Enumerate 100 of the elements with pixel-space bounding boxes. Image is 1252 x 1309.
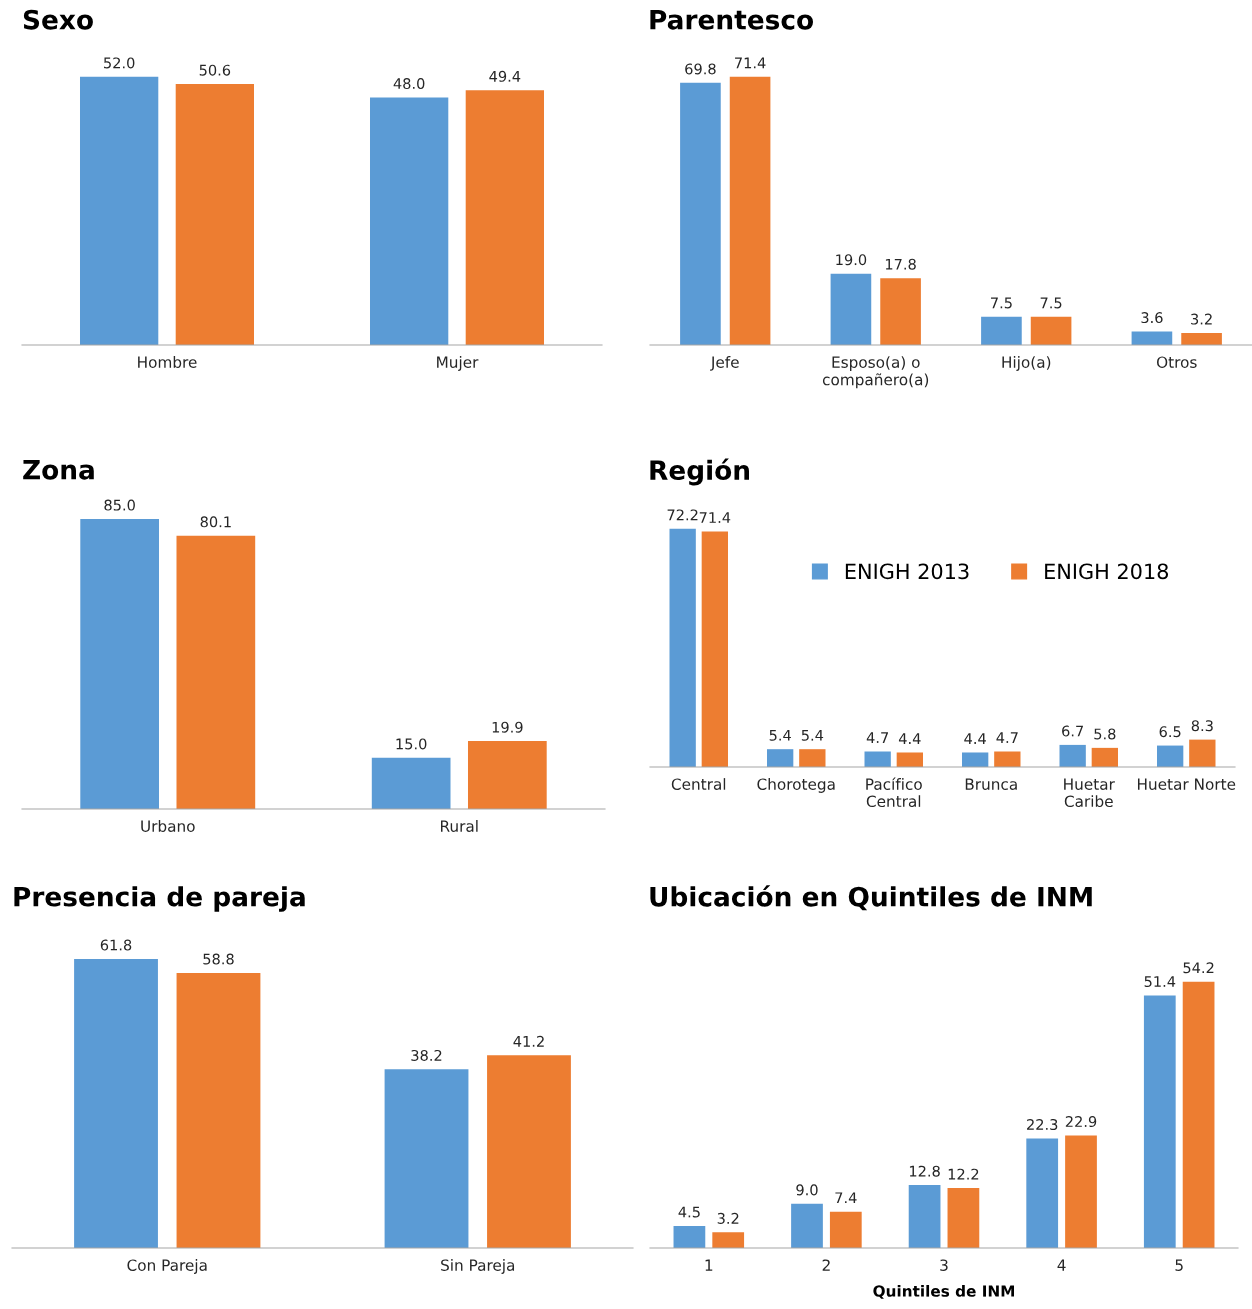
x-axis-title: Quintiles de INM [873, 1285, 1014, 1299]
data-label: 80.1 [200, 516, 231, 528]
x-tick-label: Jefe [710, 356, 739, 371]
chart-title: Zona [23, 460, 94, 480]
data-label: 5.4 [769, 729, 791, 741]
bar [384, 1069, 469, 1248]
data-label: 72.2 [667, 509, 698, 521]
bar [1030, 316, 1072, 345]
bar [467, 741, 547, 809]
data-label: 8.3 [1191, 720, 1213, 732]
bar [896, 752, 923, 767]
bar [830, 273, 872, 345]
data-label: 61.8 [100, 939, 132, 951]
data-label: 12.2 [948, 1168, 979, 1180]
bar [791, 1203, 823, 1248]
data-label: 19.0 [836, 254, 867, 266]
x-tick-label: Urbano [141, 820, 195, 832]
data-label: 58.8 [203, 953, 234, 965]
data-label: 7.5 [1040, 297, 1062, 309]
data-label: 54.2 [1183, 962, 1214, 974]
data-label: 22.3 [1027, 1119, 1058, 1131]
bar [1091, 747, 1118, 767]
chart-title: Ubicación en Quintiles de INM [650, 885, 1092, 911]
bar [994, 751, 1021, 767]
bar [487, 1055, 571, 1248]
bar [1026, 1138, 1059, 1248]
x-tick-label: Chorotega [757, 778, 835, 793]
x-tick-label: 5 [1175, 1259, 1183, 1271]
data-label: 5.8 [1094, 728, 1116, 740]
data-label: 17.8 [885, 258, 916, 270]
chart-title: Región [650, 458, 750, 486]
x-tick-label: 3 [940, 1259, 948, 1271]
data-label: 71.4 [699, 512, 731, 523]
x-tick-label: Hijo(a) [1002, 356, 1051, 371]
x-tick-label: Con Pareja [127, 1259, 207, 1274]
data-label: 3.2 [1191, 313, 1212, 325]
x-tick-label: Mujer [437, 356, 479, 371]
bar [864, 751, 891, 767]
data-label: 7.5 [991, 297, 1012, 309]
bar [176, 535, 256, 809]
data-label: 12.8 [909, 1165, 940, 1177]
bar [729, 76, 771, 345]
bar [799, 749, 826, 767]
x-tick-label: Esposo(a) o compañero(a) [822, 356, 929, 389]
bar [669, 528, 696, 767]
x-tick-label: Huetar Caribe [1064, 778, 1115, 808]
x-tick-label: Pacífico Central [866, 777, 922, 808]
bar [829, 1211, 862, 1248]
bar [1065, 1135, 1097, 1248]
bar [1059, 744, 1086, 767]
data-label: 4.5 [678, 1206, 700, 1218]
legend-label: ENIGH 2018 [1045, 563, 1169, 580]
bar [1181, 332, 1222, 345]
bar [1157, 745, 1184, 767]
bar [1131, 331, 1173, 345]
bar [908, 1185, 941, 1248]
data-label: 50.6 [199, 64, 231, 76]
data-label: 51.4 [1144, 976, 1176, 988]
bar [1189, 739, 1216, 767]
bar [880, 278, 921, 345]
x-tick-label: Huetar Norte [1137, 778, 1236, 790]
data-label: 49.4 [489, 70, 521, 82]
data-label: 52.0 [104, 57, 135, 69]
data-label: 3.6 [1141, 312, 1163, 324]
bar [962, 752, 989, 767]
data-label: 7.4 [835, 1192, 857, 1204]
x-tick-label: 2 [822, 1259, 830, 1271]
bar [701, 531, 728, 767]
data-label: 22.9 [1065, 1116, 1097, 1128]
data-label: 69.8 [685, 63, 716, 75]
data-label: 4.4 [964, 733, 986, 744]
bar [74, 958, 158, 1248]
bar [981, 316, 1022, 345]
data-label: 48.0 [393, 78, 425, 90]
bar [947, 1188, 980, 1248]
bar [1143, 995, 1176, 1248]
bar [1182, 981, 1215, 1248]
data-label: 71.4 [735, 57, 766, 69]
x-tick-label: Sin Pareja [441, 1259, 515, 1274]
x-tick-label: Central [671, 778, 726, 790]
x-tick-label: Otros [1156, 356, 1197, 368]
bar [712, 1232, 745, 1248]
x-tick-label: 1 [705, 1259, 713, 1271]
data-label: 38.2 [411, 1049, 442, 1061]
data-label: 85.0 [104, 499, 135, 511]
bar [767, 749, 794, 767]
data-label: 4.4 [898, 733, 921, 744]
data-label: 4.7 [866, 732, 889, 743]
bar [80, 519, 159, 809]
data-label: 4.7 [996, 732, 1018, 743]
legend-label: ENIGH 2013 [845, 563, 969, 580]
bar [673, 1225, 706, 1248]
x-tick-label: Hombre [138, 356, 197, 368]
data-label: 15.0 [396, 738, 427, 750]
x-tick-label: 4 [1057, 1259, 1066, 1271]
data-label: 9.0 [796, 1184, 818, 1196]
data-label: 19.9 [492, 721, 523, 733]
x-tick-label: Brunca [965, 778, 1017, 790]
chart-title: Parentesco [650, 10, 814, 30]
data-label: 6.5 [1159, 726, 1181, 738]
